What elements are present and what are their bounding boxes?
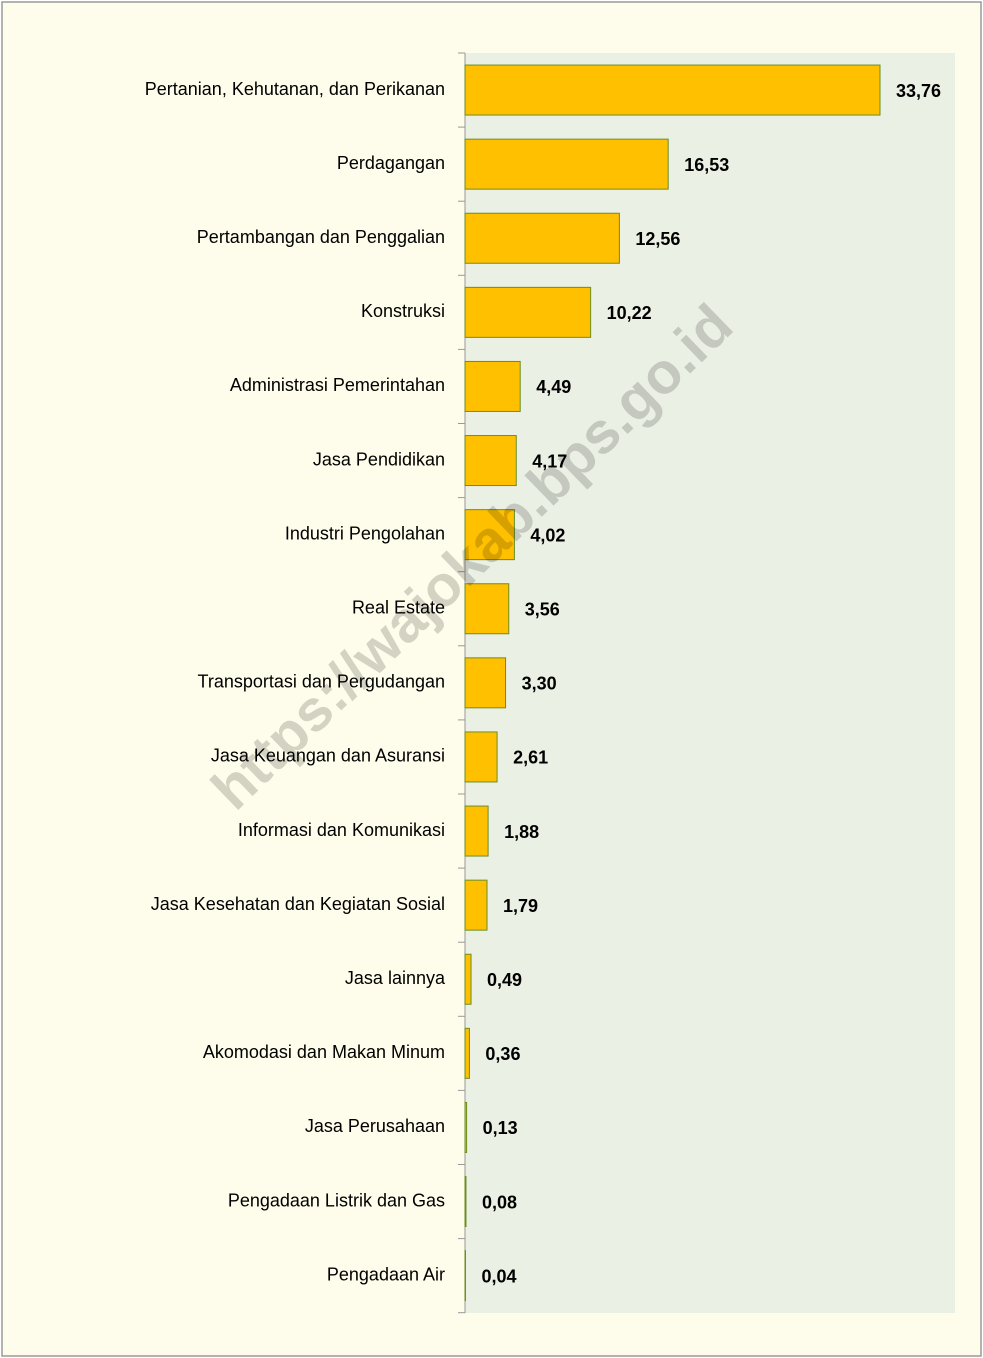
bar [464,435,517,487]
category-label: Perdagangan [337,153,445,173]
bar [464,1176,467,1228]
category-label: Pengadaan Listrik dan Gas [228,1190,445,1210]
value-label: 33,76 [896,81,941,101]
bar [464,286,592,338]
category-label: Konstruksi [361,301,445,321]
category-label: Jasa Pendidikan [313,449,445,469]
category-label: Informasi dan Komunikasi [238,820,445,840]
bar [464,583,510,635]
bar [464,1027,470,1079]
value-label: 0,13 [483,1118,518,1138]
value-label: 12,56 [635,229,680,249]
category-label: Real Estate [352,598,445,618]
value-label: 2,61 [513,748,548,768]
value-label: 0,49 [487,970,522,990]
value-label: 3,30 [522,674,557,694]
bar [464,212,620,264]
bar [464,64,881,116]
bar [464,360,521,412]
category-label: Jasa lainnya [345,968,446,988]
bar [464,509,515,561]
bar [464,879,488,931]
category-label: Transportasi dan Pergudangan [198,672,446,692]
value-label: 10,22 [607,303,652,323]
category-label: Industri Pengolahan [285,523,445,543]
bar [464,805,489,857]
bar [464,138,669,190]
bar [464,953,472,1005]
bars: Pertanian, Kehutanan, dan Perikanan 33,76… [145,52,941,1314]
category-label: Pengadaan Air [327,1264,445,1284]
value-label: 4,02 [530,525,565,545]
value-label: 0,08 [482,1192,517,1212]
value-label: 4,49 [536,377,571,397]
category-label: Jasa Keuangan dan Asuransi [211,746,445,766]
category-label: Administrasi Pemerintahan [230,375,445,395]
value-label: 0,04 [481,1266,516,1286]
category-label: Jasa Perusahaan [305,1116,445,1136]
value-label: 1,88 [504,822,539,842]
value-label: 4,17 [532,451,567,471]
bar [464,731,498,783]
value-label: 0,36 [485,1044,520,1064]
value-label: 3,56 [525,600,560,620]
category-label: Akomodasi dan Makan Minum [203,1042,445,1062]
value-label: 1,79 [503,896,538,916]
bar [464,1101,468,1153]
value-label: 16,53 [684,155,729,175]
bar [464,657,507,709]
category-label: Pertambangan dan Penggalian [197,227,445,247]
category-label: Jasa Kesehatan dan Kegiatan Sosial [151,894,445,914]
category-label: Pertanian, Kehutanan, dan Perikanan [145,79,445,99]
